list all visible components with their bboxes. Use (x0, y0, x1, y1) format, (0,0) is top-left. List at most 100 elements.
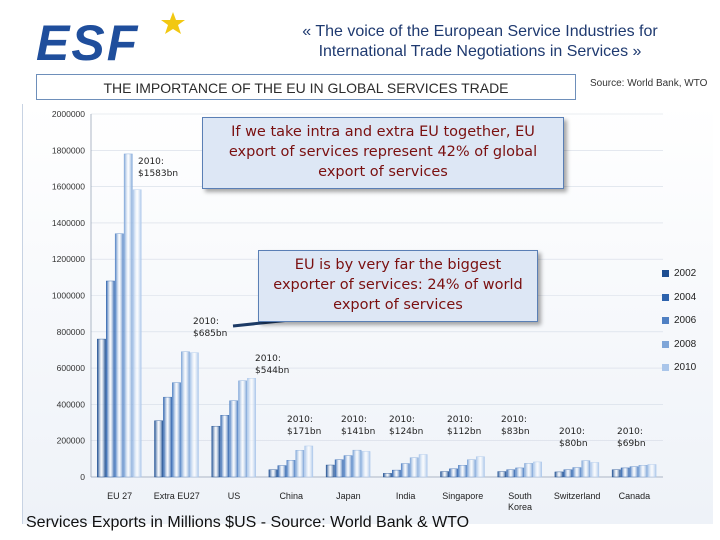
annotation-year: 2010: (341, 415, 367, 425)
y-tick-label: 1600000 (52, 182, 85, 192)
bar-2010 (475, 456, 485, 478)
bar-2006 (629, 466, 639, 478)
bar-2008 (638, 465, 648, 478)
bar-2002 (440, 471, 450, 478)
annotation-year: 2010: (559, 427, 585, 437)
annotation-value: $544bn (255, 366, 289, 376)
legend-swatch (662, 364, 669, 372)
chart-legend: 2002 2004 2006 2008 2010 (662, 262, 717, 380)
callout-eu-global-share: If we take intra and extra EU together, … (202, 117, 564, 189)
bar-2002 (497, 471, 507, 478)
category-label: Canada (619, 491, 651, 501)
bar-2010 (304, 445, 314, 478)
category-label: Switzerland (554, 491, 601, 501)
y-tick-label: 1400000 (52, 218, 85, 228)
bar-2002 (154, 420, 164, 478)
annotation-year: 2010: (193, 317, 219, 327)
category-label: South (508, 491, 532, 501)
annotation-year: 2010: (501, 415, 527, 425)
esf-logo: ESF (36, 12, 185, 70)
bar-2008 (524, 463, 533, 478)
category-label: Japan (336, 491, 361, 501)
legend-item: 2008 (662, 333, 717, 357)
legend-label: 2006 (674, 315, 697, 327)
bar-2008 (238, 380, 247, 478)
bar-2006 (172, 382, 181, 478)
bar-2008 (581, 460, 591, 478)
bar-chart: 2000000180000016000001400000120000010000… (52, 109, 663, 512)
bar-2002 (554, 471, 564, 478)
legend-label: 2002 (674, 268, 697, 280)
y-tick-label: 600000 (57, 363, 86, 373)
annotation-value: $141bn (341, 427, 375, 437)
bar-2010 (590, 462, 600, 478)
bar-2006 (515, 467, 525, 478)
annotation-year: 2010: (255, 354, 281, 364)
legend-swatch (662, 293, 669, 301)
bar-2006 (286, 460, 296, 478)
bar-2008 (295, 450, 305, 478)
bar-2010 (189, 352, 199, 478)
y-tick-label: 0 (80, 472, 85, 482)
tagline: « The voice of the European Service Indu… (250, 22, 710, 62)
category-label: Extra EU27 (154, 491, 200, 501)
bar-2010 (361, 451, 371, 478)
bar-2008 (409, 457, 419, 478)
bar-2006 (400, 463, 410, 478)
y-tick-label: 800000 (57, 327, 86, 337)
legend-swatch (662, 340, 669, 348)
annotation-value: $685bn (193, 329, 227, 339)
legend-item: 2004 (662, 286, 717, 310)
y-tick-label: 1200000 (52, 254, 85, 264)
bar-2004 (220, 415, 230, 478)
bar-2004 (392, 469, 401, 478)
legend-label: 2010 (674, 362, 697, 374)
y-tick-label: 1000000 (52, 291, 85, 301)
bar-2002 (383, 473, 392, 478)
bar-2010 (132, 189, 142, 478)
bar-2008 (352, 449, 362, 478)
annotation-year: 2010: (287, 415, 313, 425)
bar-2002 (325, 464, 335, 478)
y-tick-label: 400000 (57, 399, 86, 409)
legend-swatch (662, 317, 669, 325)
tagline-line-1: « The voice of the European Service Indu… (302, 23, 658, 40)
chart-title: THE IMPORTANCE OF THE EU IN GLOBAL SERVI… (36, 74, 576, 100)
annotation-value: $1583bn (138, 169, 178, 179)
category-label: EU 27 (107, 491, 132, 501)
annotation-value: $171bn (287, 427, 321, 437)
category-label: US (228, 491, 241, 501)
bar-2006 (458, 465, 467, 478)
bar-2004 (334, 459, 344, 478)
annotation-year: 2010: (389, 415, 415, 425)
bar-2010 (647, 464, 657, 478)
annotation-value: $80bn (559, 439, 588, 449)
y-tick-label: 1800000 (52, 145, 85, 155)
annotation-year: 2010: (617, 427, 643, 437)
bar-2002 (268, 469, 278, 478)
bar-2004 (163, 396, 172, 478)
annotation-value: $83bn (501, 427, 530, 437)
y-tick-label: 200000 (57, 436, 86, 446)
annotation-value: $112bn (447, 427, 481, 437)
legend-item: 2006 (662, 309, 717, 333)
bar-2008 (181, 351, 190, 478)
y-tick-label: 2000000 (52, 109, 85, 119)
annotation-value: $124bn (389, 427, 423, 437)
bar-2006 (343, 455, 353, 478)
category-label: Singapore (442, 491, 483, 501)
bar-2002 (97, 338, 106, 478)
bar-2004 (449, 468, 458, 478)
category-label: Korea (508, 502, 532, 512)
bar-2006 (229, 400, 239, 478)
legend-item: 2002 (662, 262, 717, 286)
category-label: China (279, 491, 303, 501)
bar-2008 (467, 459, 476, 478)
annotation-value: $69bn (617, 439, 646, 449)
bar-2004 (106, 280, 115, 478)
annotation-year: 2010: (138, 157, 164, 167)
bar-2004 (563, 469, 573, 478)
category-label: India (396, 491, 416, 501)
bar-2010 (247, 378, 256, 478)
bar-2004 (277, 465, 287, 478)
